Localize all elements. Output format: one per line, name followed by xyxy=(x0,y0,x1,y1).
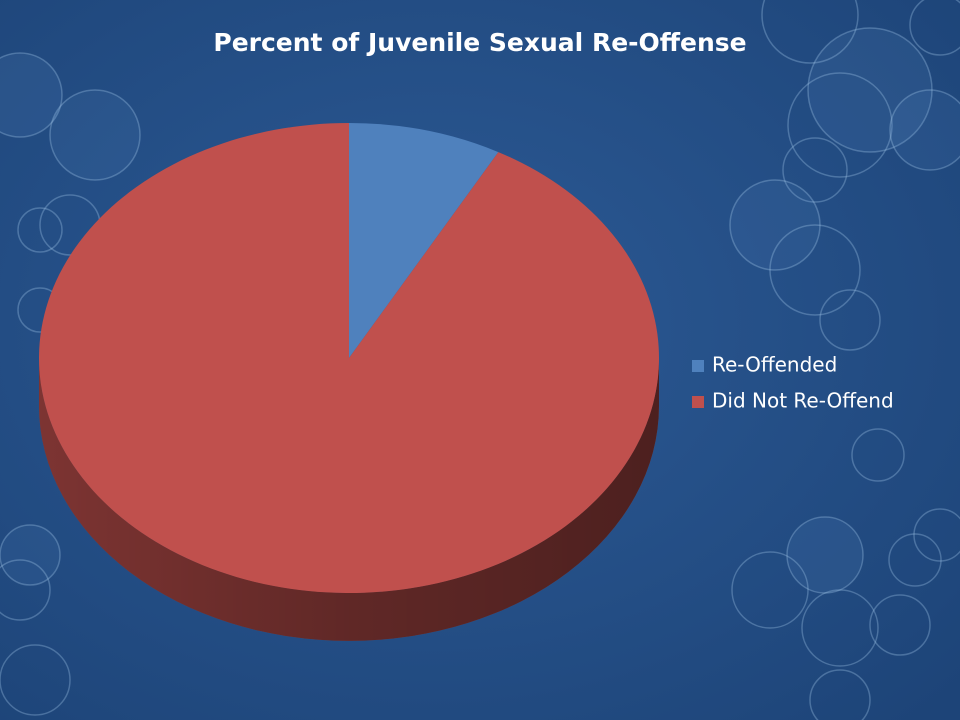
pie xyxy=(38,123,659,641)
slice-side-shade xyxy=(39,358,659,641)
slice xyxy=(349,123,499,358)
legend-label: Did Not Re-Offend xyxy=(712,389,894,413)
chart-title: Percent of Juvenile Sexual Re-Offense xyxy=(213,28,746,57)
legend-label: Re-Offended xyxy=(712,353,837,377)
legend: Re-Offended Did Not Re-Offend xyxy=(692,353,894,413)
slice xyxy=(38,123,659,593)
legend-swatch xyxy=(692,396,704,408)
legend-swatch xyxy=(692,360,704,372)
